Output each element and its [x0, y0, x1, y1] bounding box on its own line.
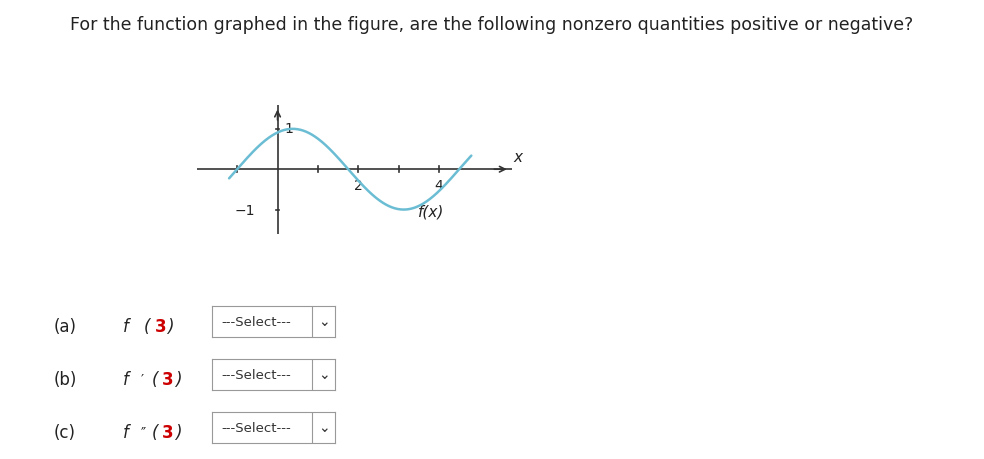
Text: ---Select---: ---Select---: [221, 315, 291, 328]
Text: (: (: [152, 370, 158, 388]
Text: f: f: [123, 317, 129, 335]
Text: (c): (c): [54, 423, 76, 441]
Text: ⌄: ⌄: [318, 368, 330, 381]
Text: 3: 3: [154, 317, 166, 335]
Text: (a): (a): [54, 317, 77, 335]
Text: (: (: [144, 317, 151, 335]
Text: ⌄: ⌄: [318, 420, 330, 434]
Text: ⌄: ⌄: [318, 315, 330, 329]
Text: (: (: [152, 423, 158, 441]
Text: −1: −1: [235, 203, 255, 217]
Text: f(x): f(x): [418, 204, 444, 219]
Text: ---Select---: ---Select---: [221, 421, 291, 434]
Text: ″: ″: [141, 425, 146, 438]
Text: f: f: [123, 423, 129, 441]
Text: ): ): [175, 423, 182, 441]
Text: 3: 3: [162, 423, 174, 441]
Text: 4: 4: [435, 179, 444, 193]
Text: ′: ′: [141, 372, 144, 386]
Text: ): ): [167, 317, 174, 335]
Text: f: f: [123, 370, 129, 388]
Text: (b): (b): [54, 370, 78, 388]
Text: ---Select---: ---Select---: [221, 368, 291, 381]
Text: x: x: [514, 150, 523, 165]
Text: ): ): [175, 370, 182, 388]
Text: 2: 2: [354, 179, 363, 193]
Text: For the function graphed in the figure, are the following nonzero quantities pos: For the function graphed in the figure, …: [71, 16, 913, 34]
Text: 3: 3: [162, 370, 174, 388]
Text: 1: 1: [284, 122, 293, 136]
